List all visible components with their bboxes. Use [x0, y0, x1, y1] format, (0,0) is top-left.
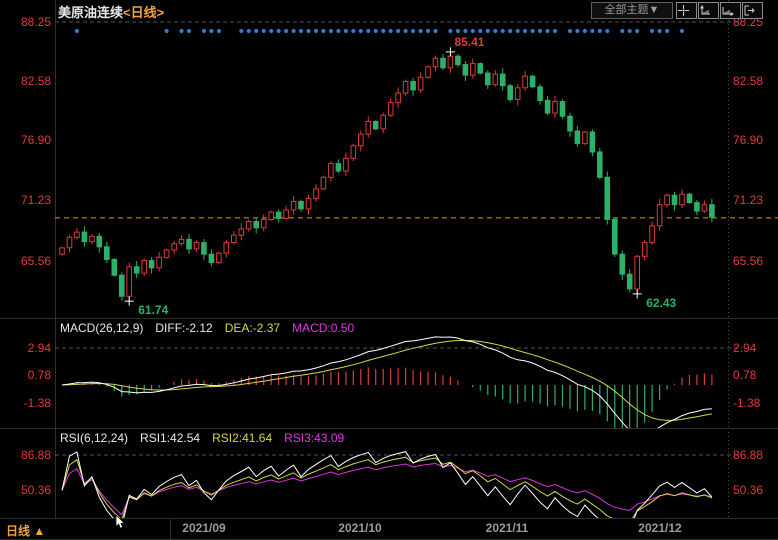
rsi-axis-label: 86.88 — [20, 448, 51, 462]
axis-zoom-vertical-icon — [700, 5, 710, 15]
main-price-panel[interactable] — [0, 0, 778, 318]
macd-series — [55, 318, 742, 428]
macd-axis-label: 0.78 — [27, 368, 51, 382]
scale-vertical-button[interactable] — [698, 2, 719, 19]
macd-hist-value: MACD:0.50 — [292, 321, 355, 335]
high-price-annotation: 85.41 — [454, 34, 485, 49]
price-axis-label: 71.23 — [20, 193, 51, 207]
price-axis-label: 65.56 — [20, 254, 51, 268]
macd-axis-label: 2.94 — [27, 341, 51, 355]
triangle-up-icon: ▲ — [33, 524, 46, 538]
x-axis-label: 2021/09 — [182, 521, 226, 535]
crosshair-icon — [678, 5, 689, 16]
rsi3-value: RSI3:43.09 — [284, 431, 345, 445]
rsi-header: RSI(6,12,24) RSI1:42.54 RSI2:41.64 RSI3:43.… — [60, 431, 356, 445]
rsi-panel[interactable] — [0, 428, 778, 518]
macd-axis-label: 0.78 — [733, 368, 757, 382]
macd-header: MACD(26,12,9) DIFF:-2.12 DEA:-2.37 MACD:0.5… — [60, 321, 366, 335]
price-axis-label: 76.90 — [20, 133, 51, 147]
panel-divider — [0, 428, 778, 429]
rsi2-value: RSI2:41.64 — [212, 431, 273, 445]
macd-dea-value: DEA:-2.37 — [224, 321, 281, 335]
period-label: <日线> — [123, 5, 165, 20]
x-axis-label: 2021/10 — [338, 521, 382, 535]
rsi-axis-label: 50.36 — [733, 483, 764, 497]
mouse-cursor — [116, 515, 126, 529]
macd-panel[interactable] — [0, 318, 778, 428]
panel-divider — [0, 518, 778, 519]
period-tab-label: 日线 — [6, 524, 31, 538]
pop-out-icon — [744, 5, 755, 16]
candlestick-series — [55, 0, 778, 318]
price-axis-label: 88.25 — [20, 15, 51, 29]
rsi1-value: RSI1:42.54 — [140, 431, 201, 445]
panel-divider — [0, 318, 778, 319]
rsi-axis-label: 50.36 — [20, 483, 51, 497]
price-axis-label: 82.58 — [733, 74, 764, 88]
scale-horizontal-button[interactable] — [720, 2, 741, 19]
macd-axis-label: -1.38 — [23, 396, 51, 410]
rsi-series — [55, 428, 742, 518]
chart-title: 美原油连续<日线> — [58, 2, 164, 21]
low-price-annotation: 61.74 — [138, 303, 169, 318]
low-price-annotation: 62.43 — [646, 295, 677, 310]
macd-axis-label: -1.38 — [733, 396, 761, 410]
macd-params-label: MACD(26,12,9) — [60, 321, 144, 335]
price-axis-label: 76.90 — [733, 133, 764, 147]
period-tab[interactable]: 日线 ▲ — [6, 522, 45, 539]
rsi-params-label: RSI(6,12,24) — [60, 431, 129, 445]
x-axis-label: 2021/11 — [485, 521, 529, 535]
price-axis-label: 65.56 — [733, 254, 764, 268]
crosshair-button[interactable] — [676, 2, 697, 19]
rsi-axis-label: 86.88 — [733, 448, 764, 462]
symbol-name: 美原油连续 — [58, 5, 124, 20]
macd-diff-value: DIFF:-2.12 — [155, 321, 213, 335]
axis-zoom-horizontal-icon — [722, 7, 734, 16]
price-axis-label: 71.23 — [733, 193, 764, 207]
macd-axis-label: 2.94 — [733, 341, 757, 355]
price-axis-label: 82.58 — [20, 74, 51, 88]
theme-dropdown[interactable]: 全部主题▼ — [591, 2, 673, 19]
bottom-bar-divider — [170, 518, 171, 539]
x-axis-label: 2021/12 — [638, 521, 682, 535]
pop-out-button[interactable] — [742, 2, 763, 19]
